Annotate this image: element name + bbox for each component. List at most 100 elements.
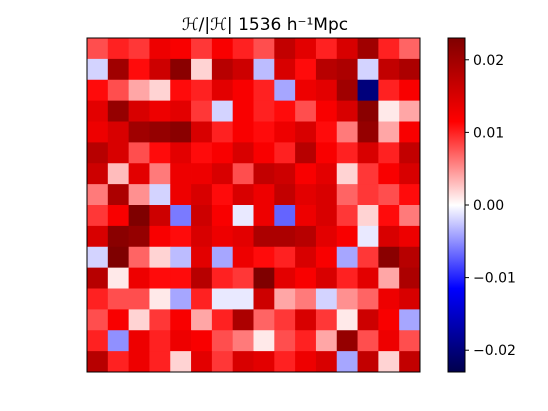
heatmap-cell <box>336 267 358 289</box>
heatmap-cell <box>336 205 358 227</box>
heatmap-cell <box>399 79 421 102</box>
heatmap-cell <box>274 330 296 352</box>
heatmap-cell <box>399 351 421 373</box>
heatmap-cell <box>253 121 275 143</box>
heatmap-cell <box>315 100 338 122</box>
heatmap-cell <box>315 330 338 352</box>
heatmap-cell <box>87 267 109 289</box>
heatmap-cell <box>274 205 296 227</box>
heatmap-cell <box>128 330 150 352</box>
heatmap-cell <box>87 38 109 60</box>
heatmap-cell <box>399 330 421 352</box>
heatmap-cell <box>253 38 275 60</box>
heatmap-cell <box>211 288 234 310</box>
heatmap-cell <box>295 142 317 164</box>
heatmap-cell <box>336 38 358 60</box>
heatmap-cell <box>336 225 358 248</box>
heatmap-cell <box>128 142 150 164</box>
heatmap-cell <box>399 121 421 143</box>
heatmap-cell <box>378 142 400 164</box>
colorbar-ticks: −0.02 −0.01 0.00 0.01 0.02 <box>465 53 516 359</box>
heatmap-cell <box>315 246 338 269</box>
heatmap-cell <box>149 163 171 185</box>
heatmap-cell <box>357 142 379 164</box>
heatmap-cell <box>336 330 358 352</box>
heatmap-cell <box>232 225 254 248</box>
heatmap-cell <box>128 121 150 143</box>
heatmap-cell <box>399 309 421 331</box>
heatmap-cell <box>253 79 275 102</box>
heatmap-cell <box>336 288 358 310</box>
heatmap-cell <box>253 225 275 248</box>
heatmap-cell <box>87 225 109 248</box>
heatmap-cell <box>253 351 275 373</box>
heatmap-cell <box>107 225 130 248</box>
heatmap-cell <box>315 225 338 248</box>
heatmap-cell <box>274 163 296 185</box>
heatmap-cell <box>211 351 234 373</box>
heatmap-cell <box>336 100 358 122</box>
heatmap-cell <box>107 184 130 206</box>
heatmap-cell <box>128 163 150 185</box>
heatmap-cell <box>211 38 234 60</box>
heatmap-cell <box>170 351 192 373</box>
heatmap-cell <box>211 163 234 185</box>
heatmap-cell <box>232 121 254 143</box>
heatmap-cell <box>253 246 275 269</box>
heatmap-cell <box>128 79 150 102</box>
heatmap-cell <box>274 38 296 60</box>
heatmap-cell <box>315 38 338 60</box>
heatmap-cell <box>149 142 171 164</box>
heatmap-cell <box>274 58 296 81</box>
heatmap-cell <box>191 225 213 248</box>
heatmap-cell <box>336 351 358 373</box>
heatmap-cell <box>128 100 150 122</box>
heatmap-cell <box>170 142 192 164</box>
heatmap-cell <box>128 288 150 310</box>
heatmap-cell <box>253 100 275 122</box>
heatmap-cell <box>232 58 254 81</box>
heatmap-cell <box>274 288 296 310</box>
heatmap-cell <box>170 58 192 81</box>
heatmap-cell <box>128 205 150 227</box>
heatmap-cell <box>315 267 338 289</box>
heatmap-cell <box>357 351 379 373</box>
heatmap-cell <box>232 309 254 331</box>
heatmap-cell <box>253 184 275 206</box>
heatmap-cell <box>295 351 317 373</box>
heatmap-cell <box>107 38 130 60</box>
heatmap-cell <box>378 309 400 331</box>
heatmap-cell <box>315 163 338 185</box>
heatmap-cell <box>211 100 234 122</box>
heatmap-cell <box>315 58 338 81</box>
colorbar <box>447 37 466 373</box>
heatmap-cell <box>149 100 171 122</box>
heatmap-cells <box>87 38 421 373</box>
heatmap-cell <box>191 100 213 122</box>
heatmap-cell <box>274 121 296 143</box>
heatmap-cell <box>128 267 150 289</box>
heatmap-cell <box>315 121 338 143</box>
heatmap-cell <box>399 267 421 289</box>
heatmap-cell <box>211 330 234 352</box>
heatmap-cell <box>170 121 192 143</box>
heatmap-cell <box>107 267 130 289</box>
heatmap-cell <box>232 330 254 352</box>
heatmap-cell <box>211 246 234 269</box>
heatmap-cell <box>87 184 109 206</box>
heatmap-cell <box>399 288 421 310</box>
heatmap-cell <box>253 163 275 185</box>
heatmap-cell <box>378 163 400 185</box>
heatmap-cell <box>87 205 109 227</box>
heatmap-cell <box>295 100 317 122</box>
heatmap-cell <box>357 205 379 227</box>
heatmap-cell <box>211 184 234 206</box>
heatmap-cell <box>149 330 171 352</box>
colorbar-tick-label: 0.02 <box>473 53 504 69</box>
heatmap-cell <box>253 309 275 331</box>
heatmap-cell <box>274 246 296 269</box>
heatmap-cell <box>149 351 171 373</box>
heatmap-cell <box>232 100 254 122</box>
heatmap-cell <box>274 142 296 164</box>
